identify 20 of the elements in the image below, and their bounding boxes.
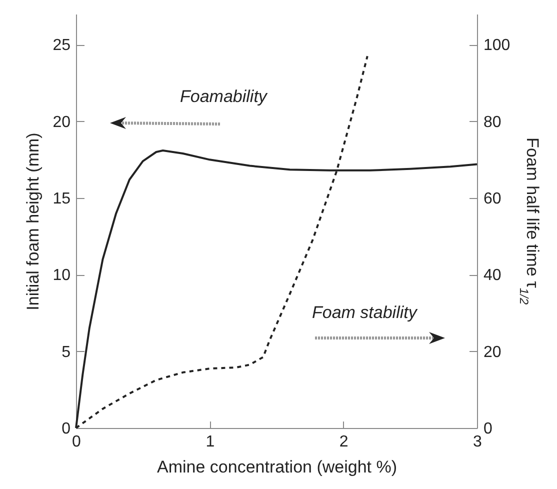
y-tick-label: 0 [62,420,71,438]
x-tick-label: 0 [72,434,82,450]
y2-tick-label: 40 [484,267,502,284]
y2-tick-label: 20 [484,344,502,361]
x-tick-label: 2 [339,434,348,450]
y-axis-title: Initial foam height (mm) [24,132,43,310]
y2-tick-label: 80 [484,114,502,131]
y2-tick-label: 100 [484,37,510,54]
y-tick-label: 25 [52,37,71,54]
y2-tick-label: 0 [484,420,492,438]
y-tick-label: 10 [52,267,71,284]
y-tick-label: 20 [52,114,71,131]
x-tick-label: 1 [206,434,215,450]
y-tick-label: 5 [62,344,71,361]
x-axis-title: Amine concentration (weight %) [156,458,398,476]
annotation: Foam stability [312,303,418,322]
y2-tick-label: 60 [484,190,502,208]
x-tick-label: 3 [473,434,482,450]
annotation: Foamability [180,87,268,106]
y-tick-label: 15 [52,190,71,208]
